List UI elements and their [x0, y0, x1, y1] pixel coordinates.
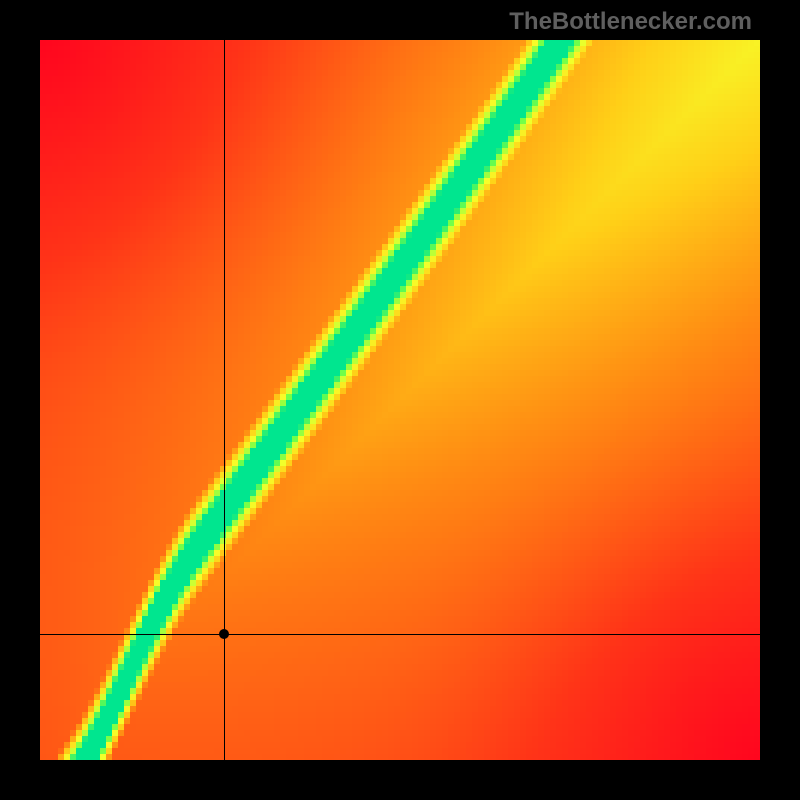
crosshair-dot	[219, 629, 229, 639]
bottleneck-heatmap	[40, 40, 760, 760]
watermark-text: TheBottlenecker.com	[509, 8, 752, 36]
crosshair-vertical	[224, 40, 225, 760]
crosshair-horizontal	[40, 634, 760, 635]
chart-stage: TheBottlenecker.com	[0, 0, 800, 800]
